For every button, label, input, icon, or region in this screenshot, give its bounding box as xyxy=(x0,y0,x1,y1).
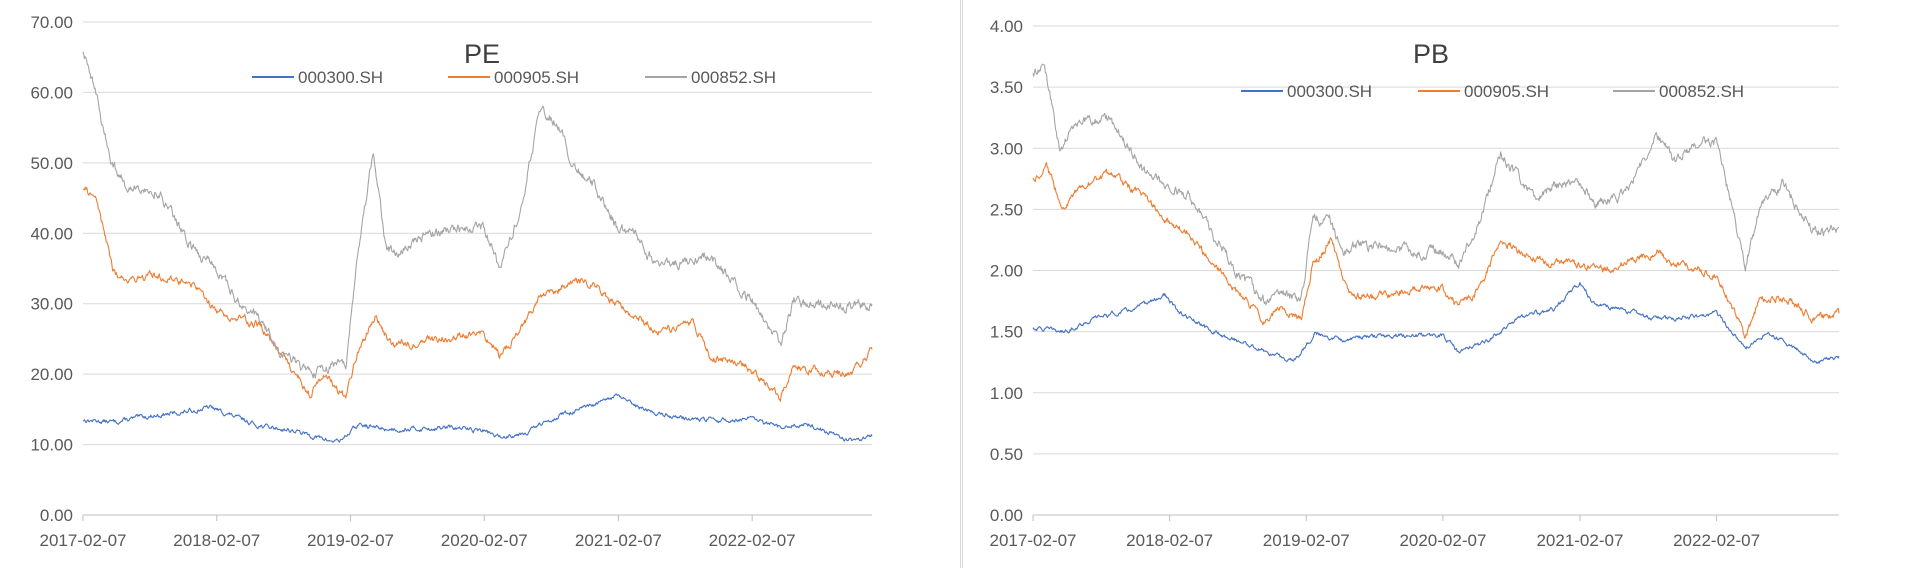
y-tick-label: 40.00 xyxy=(30,224,73,243)
pb-chart-panel: 0.00 0.50 1.00 1.50 2.00 2.50 3.00 3.50 4.00 2017… xyxy=(962,0,1922,568)
pe-chart: 0.00 10.00 20.00 30.00 40.00 50.00 60.00 70.00 2… xyxy=(30,13,873,550)
y-tick-label: 1.00 xyxy=(990,384,1023,403)
x-tick-label: 2022-02-07 xyxy=(709,531,796,550)
series-line-000300-sh xyxy=(1032,281,1840,364)
y-tick-label: 0.00 xyxy=(990,506,1023,525)
chart-title: PE xyxy=(464,39,500,69)
series-line-000852-sh xyxy=(1032,63,1840,306)
chart-title: PB xyxy=(1413,39,1449,69)
legend-label: 000905.SH xyxy=(1464,82,1549,101)
legend-label: 000300.SH xyxy=(298,68,383,87)
y-tick-label: 20.00 xyxy=(30,365,73,384)
x-tick-label: 2020-02-07 xyxy=(1399,531,1486,550)
x-tick-label: 2022-02-07 xyxy=(1673,531,1760,550)
x-tick-label: 2018-02-07 xyxy=(1126,531,1213,550)
pe-chart-panel: 0.00 10.00 20.00 30.00 40.00 50.00 60.00 70.00 2… xyxy=(30,0,961,568)
y-tick-label: 3.50 xyxy=(990,78,1023,97)
y-tick-label: 3.00 xyxy=(990,139,1023,158)
x-tick-label: 2020-02-07 xyxy=(441,531,528,550)
y-tick-label: 70.00 xyxy=(30,13,73,32)
y-tick-label: 10.00 xyxy=(30,436,73,455)
x-tick-label: 2019-02-07 xyxy=(1263,531,1350,550)
legend-label: 000905.SH xyxy=(494,68,579,87)
series-line-000905-sh xyxy=(1032,162,1840,339)
x-tick-label: 2018-02-07 xyxy=(173,531,260,550)
y-tick-label: 50.00 xyxy=(30,154,73,173)
x-tick-label: 2017-02-07 xyxy=(40,531,127,550)
y-tick-label: 30.00 xyxy=(30,295,73,314)
y-tick-label: 0.50 xyxy=(990,445,1023,464)
y-tick-label: 2.50 xyxy=(990,200,1023,219)
y-tick-label: 4.00 xyxy=(990,17,1023,36)
y-tick-label: 0.00 xyxy=(40,506,73,525)
x-tick-label: 2017-02-07 xyxy=(990,531,1077,550)
x-tick-label: 2019-02-07 xyxy=(307,531,394,550)
series-line-000905-sh xyxy=(82,186,873,402)
legend-label: 000852.SH xyxy=(1659,82,1744,101)
y-tick-label: 60.00 xyxy=(30,83,73,102)
series-line-000852-sh xyxy=(82,51,873,379)
x-tick-label: 2021-02-07 xyxy=(575,531,662,550)
legend-label: 000300.SH xyxy=(1287,82,1372,101)
legend-label: 000852.SH xyxy=(691,68,776,87)
pb-chart: 0.00 0.50 1.00 1.50 2.00 2.50 3.00 3.50 4.00 2017… xyxy=(990,17,1840,550)
y-tick-label: 2.00 xyxy=(990,262,1023,281)
y-tick-label: 1.50 xyxy=(990,323,1023,342)
x-tick-label: 2021-02-07 xyxy=(1536,531,1623,550)
series-line-000300-sh xyxy=(82,393,873,443)
